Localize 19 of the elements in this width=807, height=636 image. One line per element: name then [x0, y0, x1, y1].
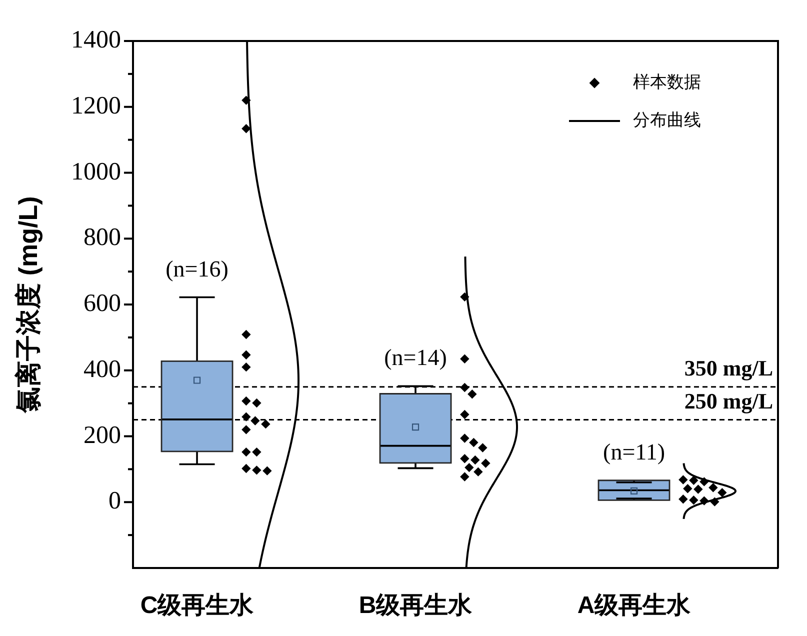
y-tick-label: 400	[84, 356, 121, 383]
x-tick-label: C级再生水	[140, 592, 255, 620]
x-tick-label: B级再生水	[358, 592, 474, 620]
legend-label: 样本数据	[633, 72, 701, 92]
ref-line-label: 350 mg/L	[684, 356, 773, 381]
y-tick-label: 600	[84, 290, 121, 318]
y-axis-title: 氯离子浓度 (mg/L)	[12, 196, 43, 414]
y-tick-label: 200	[84, 422, 121, 449]
annotation: (n=14)	[384, 345, 447, 370]
y-tick-label: 1200	[71, 92, 121, 120]
y-tick-label: 800	[84, 224, 121, 252]
x-tick-label: A级再生水	[577, 592, 692, 620]
y-tick-label: 0	[108, 488, 121, 515]
annotation: 分布曲线	[633, 110, 701, 130]
annotation: (n=11)	[603, 439, 665, 464]
y-tick-label: 1000	[71, 158, 121, 186]
annotation: (n=16)	[166, 256, 228, 282]
ref-line-label: 250 mg/L	[684, 388, 773, 414]
y-tick-label: 1400	[71, 26, 121, 54]
